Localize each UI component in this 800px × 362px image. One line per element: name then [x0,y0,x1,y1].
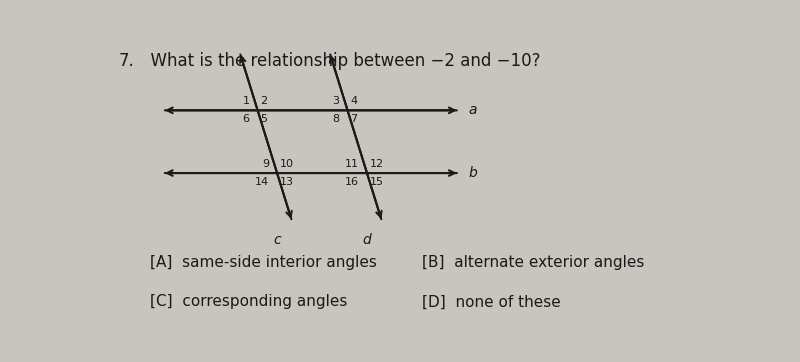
Text: 8: 8 [332,114,339,124]
Text: c: c [274,233,281,247]
Text: [B]  alternate exterior angles: [B] alternate exterior angles [422,255,645,270]
Text: What is the relationship between −2 and −10?: What is the relationship between −2 and … [140,52,541,70]
Text: 3: 3 [333,96,339,106]
Text: [D]  none of these: [D] none of these [422,294,561,309]
Text: 15: 15 [370,177,383,187]
Text: 14: 14 [255,177,269,187]
Text: 5: 5 [260,114,267,124]
Text: 9: 9 [262,159,269,169]
Text: b: b [469,166,478,180]
Text: 13: 13 [279,177,294,187]
Text: [C]  corresponding angles: [C] corresponding angles [150,294,347,309]
Text: 7.: 7. [118,52,134,70]
Text: 2: 2 [260,96,267,106]
Text: 12: 12 [370,159,383,169]
Text: [A]  same-side interior angles: [A] same-side interior angles [150,255,377,270]
Text: d: d [362,233,371,247]
Text: a: a [469,103,478,117]
Text: 1: 1 [242,96,250,106]
Text: 7: 7 [350,114,357,124]
Text: 10: 10 [279,159,294,169]
Text: 16: 16 [345,177,359,187]
Text: 11: 11 [345,159,359,169]
Text: 4: 4 [350,96,357,106]
Text: 6: 6 [242,114,250,124]
